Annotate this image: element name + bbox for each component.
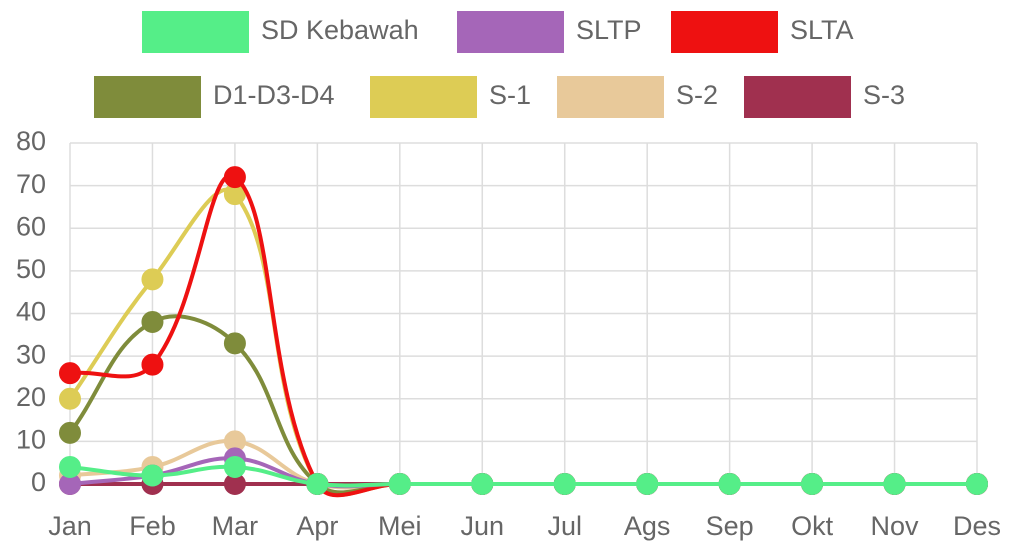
data-point	[59, 421, 81, 444]
legend-label: SLTA	[790, 15, 854, 45]
x-tick-label: Jun	[460, 511, 504, 541]
data-point	[883, 473, 906, 495]
y-tick-label: 0	[31, 467, 46, 497]
x-tick-label: Apr	[296, 511, 338, 541]
legend-label: S-3	[863, 80, 905, 110]
data-point	[59, 387, 81, 410]
legend-label: S-2	[676, 80, 718, 110]
legend-swatch	[457, 11, 564, 53]
legend-swatch	[142, 11, 249, 53]
data-point	[59, 362, 81, 385]
legend-swatch	[744, 76, 851, 118]
legend-label: S-1	[489, 80, 531, 110]
data-point	[141, 268, 164, 291]
legend-label: SD Kebawah	[261, 15, 419, 45]
x-tick-label: Jan	[48, 511, 92, 541]
data-point	[59, 455, 81, 478]
x-tick-label: Nov	[871, 511, 920, 541]
y-tick-label: 40	[16, 297, 46, 327]
data-point	[636, 473, 659, 495]
data-point	[141, 353, 164, 376]
legend-label: SLTP	[576, 15, 642, 45]
x-tick-label: Des	[953, 511, 1001, 541]
y-tick-label: 50	[16, 254, 46, 284]
data-point	[306, 473, 329, 495]
data-point	[141, 464, 164, 487]
y-tick-label: 70	[16, 169, 46, 199]
y-tick-label: 80	[16, 126, 46, 156]
x-tick-label: Feb	[129, 511, 176, 541]
series-line	[68, 187, 977, 498]
data-point	[471, 473, 494, 495]
data-point	[801, 473, 824, 495]
data-point	[966, 473, 988, 495]
series-line	[68, 314, 977, 495]
x-tick-label: Ags	[624, 511, 671, 541]
data-point	[223, 332, 246, 355]
legend-swatch	[557, 76, 664, 118]
y-tick-label: 10	[16, 425, 46, 455]
x-tick-label: Sep	[706, 511, 754, 541]
x-tick-label: Okt	[791, 511, 834, 541]
data-point	[223, 166, 246, 189]
data-point	[223, 455, 246, 478]
x-tick-label: Mar	[212, 511, 259, 541]
y-tick-label: 60	[16, 211, 46, 241]
y-tick-label: 20	[16, 382, 46, 412]
data-point	[718, 473, 741, 495]
x-tick-label: Mei	[378, 511, 422, 541]
legend-swatch	[671, 11, 778, 53]
legend-swatch	[370, 76, 477, 118]
legend-label: D1-D3-D4	[213, 80, 335, 110]
series-line	[69, 439, 977, 490]
y-tick-label: 30	[16, 339, 46, 369]
data-point	[141, 311, 164, 334]
data-point	[388, 473, 411, 495]
x-tick-label: Jul	[547, 511, 582, 541]
legend-swatch	[94, 76, 201, 118]
data-point	[553, 473, 576, 495]
